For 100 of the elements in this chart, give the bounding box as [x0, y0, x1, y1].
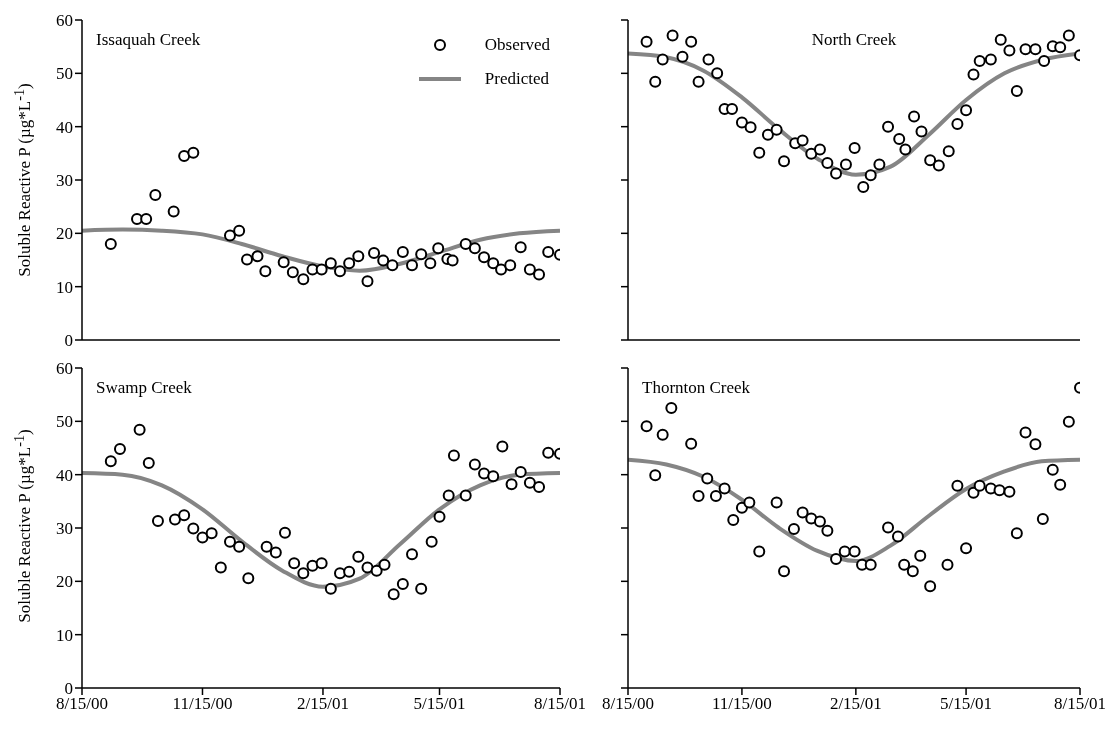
- point: [744, 121, 757, 134]
- y-tick-label: 30: [56, 519, 73, 539]
- point: [967, 68, 980, 81]
- point: [504, 259, 517, 272]
- x-tick-label: 2/15/01: [829, 694, 882, 714]
- point: [187, 522, 200, 535]
- point: [523, 263, 536, 276]
- point: [994, 33, 1007, 46]
- point: [908, 110, 921, 123]
- point: [924, 154, 937, 167]
- point: [505, 478, 518, 491]
- point: [796, 134, 809, 147]
- point: [259, 265, 272, 278]
- point: [656, 53, 669, 66]
- point: [915, 125, 928, 138]
- point: [433, 510, 446, 523]
- y-tick-label: 50: [56, 412, 73, 432]
- point: [324, 257, 337, 270]
- y-tick-label: 60: [56, 359, 73, 379]
- point: [168, 513, 181, 526]
- point: [233, 540, 246, 553]
- point: [361, 561, 374, 574]
- point: [214, 561, 227, 574]
- y-tick-label: 30: [56, 171, 73, 191]
- point: [533, 480, 546, 493]
- y-tick-label: 50: [56, 64, 73, 84]
- point: [277, 256, 290, 269]
- point: [242, 572, 255, 585]
- point: [1062, 415, 1075, 428]
- point: [542, 246, 555, 258]
- point: [1003, 44, 1016, 57]
- point: [685, 437, 698, 450]
- point: [223, 229, 236, 242]
- text: Issaquah Creek: [96, 30, 201, 50]
- point: [951, 118, 964, 130]
- x-tick-label: 11/15/00: [712, 694, 772, 714]
- point: [702, 53, 715, 66]
- point: [727, 514, 740, 526]
- point: [333, 265, 346, 278]
- point: [1010, 84, 1023, 97]
- point: [942, 145, 955, 158]
- point: [167, 205, 180, 218]
- point: [656, 428, 669, 441]
- point: [778, 565, 791, 578]
- point: [960, 104, 973, 117]
- point: [241, 253, 254, 266]
- point: [315, 557, 328, 570]
- x-tick-label: 2/15/01: [296, 694, 349, 714]
- x-tick-label: 5/15/01: [413, 694, 466, 714]
- point: [142, 456, 155, 469]
- point: [523, 476, 536, 489]
- point: [487, 257, 500, 270]
- point: [984, 53, 997, 66]
- point: [753, 146, 766, 159]
- point: [425, 535, 438, 548]
- point: [133, 423, 146, 436]
- point: [718, 482, 731, 495]
- point: [368, 247, 381, 260]
- point: [446, 254, 459, 267]
- point: [1038, 55, 1051, 68]
- point: [848, 142, 861, 154]
- point: [787, 523, 800, 536]
- point: [960, 542, 973, 555]
- point: [1019, 43, 1032, 56]
- point: [685, 35, 698, 48]
- point: [973, 479, 986, 492]
- y-tick-label: 20: [56, 572, 73, 592]
- point: [343, 565, 356, 578]
- point: [893, 132, 906, 145]
- point: [726, 103, 739, 116]
- y-tick-label: 10: [56, 625, 73, 645]
- point: [813, 143, 826, 156]
- point: [406, 548, 419, 561]
- point: [770, 123, 783, 136]
- point: [1003, 485, 1016, 498]
- point: [496, 440, 509, 453]
- point: [761, 128, 774, 141]
- point: [891, 530, 904, 543]
- point: [468, 242, 481, 255]
- point: [352, 550, 365, 563]
- point: [796, 506, 809, 519]
- point: [315, 263, 328, 276]
- point: [973, 55, 986, 68]
- y-tick-label: 0: [64, 331, 73, 351]
- y-tick-label: 40: [56, 117, 73, 137]
- text: Thornton Creek: [642, 378, 751, 398]
- point: [288, 557, 301, 570]
- point: [711, 67, 724, 80]
- point: [857, 180, 870, 193]
- point: [386, 259, 399, 272]
- y-tick-label: 40: [56, 465, 73, 485]
- point: [1054, 41, 1067, 54]
- point: [424, 257, 437, 270]
- point: [914, 549, 927, 562]
- point: [1036, 512, 1049, 525]
- point: [839, 158, 852, 171]
- point: [432, 242, 445, 255]
- point: [951, 479, 964, 492]
- point: [196, 531, 209, 544]
- point: [743, 496, 756, 509]
